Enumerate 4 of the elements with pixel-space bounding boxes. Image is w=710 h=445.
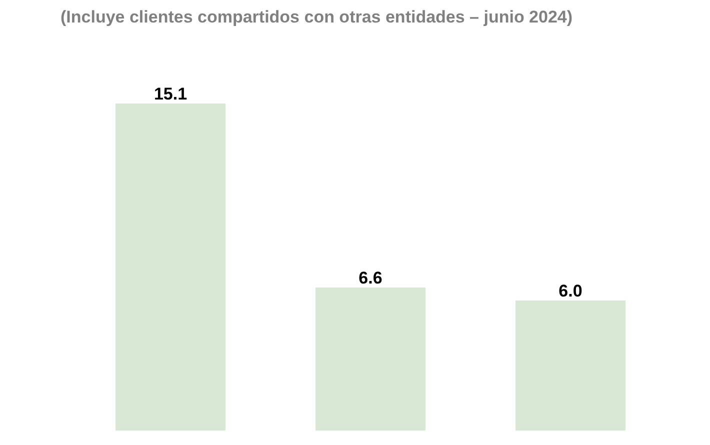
data-label: 15.1 [154, 84, 188, 104]
chart-subtitle: (Incluye clientes compartidos con otras entidades – junio 2024) [60, 8, 573, 26]
data-label: 6.0 [558, 282, 582, 301]
data-label: 6.6 [358, 268, 382, 288]
